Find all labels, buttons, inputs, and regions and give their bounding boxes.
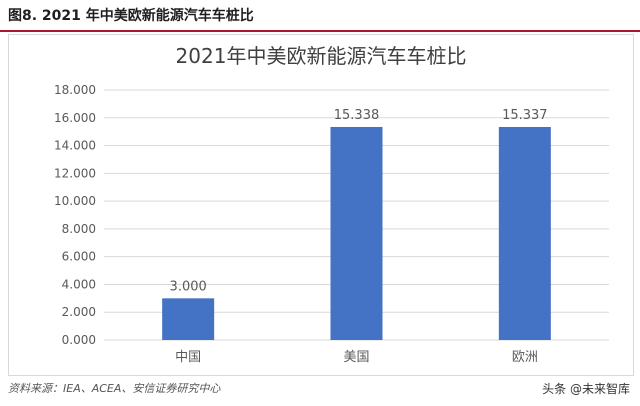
figure-caption: 图8. 2021 年中美欧新能源汽车车桩比	[8, 8, 254, 24]
data-label: 15.337	[502, 108, 548, 123]
y-tick-label: 8.000	[62, 222, 96, 236]
y-axis-ticks: 0.000 2.000 4.000 6.000 8.000 10.000 12.000 14.…	[54, 83, 96, 347]
bar	[498, 126, 551, 340]
data-labels: 3.000 15.338 15.337	[170, 108, 548, 294]
figure-header: 图8. 2021 年中美欧新能源汽车车桩比	[0, 0, 640, 32]
data-label: 15.338	[334, 108, 380, 123]
chart-title: 2021年中美欧新能源汽车车桩比	[176, 44, 467, 68]
watermark: 头条 @未来智库	[542, 380, 630, 397]
y-tick-label: 14.000	[54, 139, 96, 153]
y-tick-label: 12.000	[54, 166, 96, 180]
bars	[162, 126, 551, 340]
y-tick-label: 0.000	[62, 333, 96, 347]
y-tick-label: 6.000	[62, 250, 96, 264]
x-tick-label: 欧洲	[512, 350, 538, 365]
bar	[162, 298, 215, 340]
caption-rule	[0, 30, 640, 32]
bar	[330, 126, 383, 340]
chart-frame: 2021年中美欧新能源汽车车桩比 0.000 2.000 4.000 6.000 8.0…	[8, 34, 634, 376]
data-label: 3.000	[170, 279, 207, 294]
y-tick-label: 2.000	[62, 305, 96, 319]
x-axis-ticks: 中国 美国 欧洲	[175, 350, 538, 365]
y-tick-label: 10.000	[54, 194, 96, 208]
x-tick-label: 美国	[343, 350, 369, 365]
y-tick-label: 4.000	[62, 277, 96, 291]
x-tick-label: 中国	[175, 350, 201, 365]
y-tick-label: 16.000	[54, 111, 96, 125]
source-note: 资料来源：IEA、ACEA、安信证券研究中心	[8, 382, 221, 395]
bar-chart: 2021年中美欧新能源汽车车桩比 0.000 2.000 4.000 6.000 8.0…	[54, 44, 609, 365]
watermark-text: 头条 @未来智库	[542, 382, 630, 396]
y-tick-label: 18.000	[54, 83, 96, 97]
